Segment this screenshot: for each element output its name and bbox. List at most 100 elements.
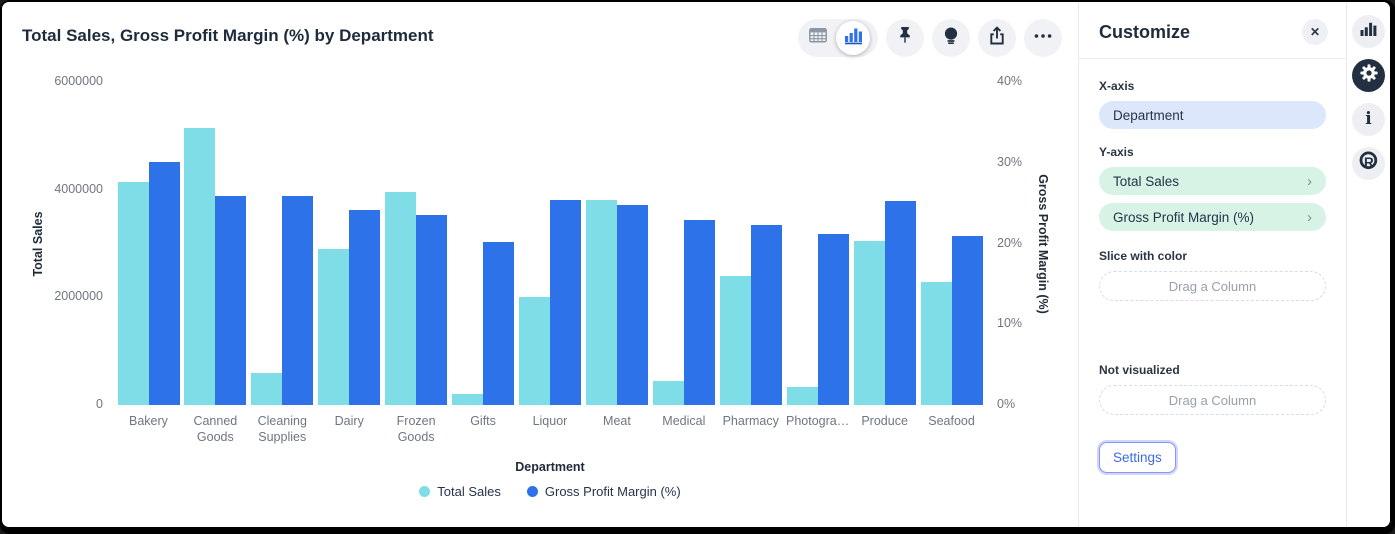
- x-axis-category-label: Liquor: [532, 414, 568, 428]
- dual-axis-bar-chart: 0 2000000 4000000 6000000 0% 10% 20% 30% 40% Tota…: [2, 2, 1078, 527]
- x-axis-column-pill[interactable]: Department: [1099, 101, 1326, 129]
- right-axis-title: Gross Profit Margin (%): [1036, 173, 1050, 314]
- table-view-button[interactable]: [800, 19, 836, 57]
- x-axis-label: X-axis: [1099, 79, 1135, 93]
- bar-gross-profit-margin[interactable]: [349, 210, 381, 405]
- bar-total-sales[interactable]: [786, 387, 818, 405]
- y-axis-column-pill-total-sales[interactable]: Total Sales ›: [1099, 167, 1326, 195]
- more-options-button[interactable]: [1024, 19, 1062, 57]
- right-axis-tick: 20%: [997, 235, 1023, 250]
- app-window: Total Sales, Gross Profit Margin (%) by …: [2, 2, 1390, 527]
- chart-toolbar: [798, 19, 1062, 57]
- info-icon: i: [1365, 109, 1372, 129]
- r-code-tab-button[interactable]: R: [1352, 147, 1385, 180]
- bar-total-sales[interactable]: [452, 394, 484, 405]
- bar-total-sales[interactable]: [652, 380, 684, 405]
- gear-icon: [1358, 62, 1380, 89]
- bar-total-sales[interactable]: [385, 192, 417, 405]
- left-axis-tick: 2000000: [54, 289, 103, 304]
- bar-total-sales[interactable]: [719, 275, 751, 405]
- bar-chart-icon: [844, 27, 863, 50]
- x-axis-category-label: Dairy: [334, 414, 364, 428]
- right-axis-tick: 30%: [997, 154, 1023, 169]
- chart-tab-button[interactable]: [1352, 15, 1385, 48]
- bar-total-sales[interactable]: [318, 248, 350, 405]
- customize-panel-body: X-axis Department Y-axis Total Sales › G…: [1079, 59, 1346, 527]
- customize-panel: Customize ✕ X-axis Department Y-axis Tot…: [1078, 2, 1346, 527]
- bar-gross-profit-margin[interactable]: [282, 195, 314, 405]
- left-axis-title: Total Sales: [31, 210, 45, 277]
- legend-dot-icon: [526, 486, 538, 497]
- panel-title: Customize: [1099, 21, 1191, 42]
- bar-gross-profit-margin[interactable]: [817, 233, 849, 405]
- y-axis-column-name: Total Sales: [1113, 173, 1180, 189]
- customize-panel-header: Customize ✕: [1079, 2, 1346, 59]
- x-axis-category-label: Cleaning Supplies: [257, 414, 307, 445]
- legend-item: Total Sales: [419, 484, 501, 499]
- x-axis-category-label: Meat: [603, 414, 631, 428]
- bar-gross-profit-margin[interactable]: [616, 204, 648, 405]
- insights-button[interactable]: [932, 19, 970, 57]
- view-toggle: [798, 19, 878, 57]
- bar-gross-profit-margin[interactable]: [416, 215, 448, 405]
- bar-total-sales[interactable]: [519, 297, 550, 405]
- left-axis-tick: 0: [96, 397, 103, 411]
- bar-gross-profit-margin[interactable]: [750, 224, 782, 405]
- left-axis-tick: 4000000: [54, 181, 103, 196]
- y-axis-label: Y-axis: [1099, 145, 1134, 159]
- x-axis-category-label: Produce: [861, 414, 908, 428]
- right-axis-tick: 0%: [997, 397, 1016, 411]
- legend-item: Gross Profit Margin (%): [526, 484, 681, 499]
- not-visualized-dropzone[interactable]: Drag a Column: [1099, 385, 1326, 415]
- bar-gross-profit-margin[interactable]: [683, 220, 715, 405]
- settings-button[interactable]: Settings: [1099, 442, 1176, 473]
- chevron-right-icon: ›: [1307, 172, 1312, 190]
- x-axis-column-name: Department: [1113, 107, 1184, 123]
- slice-with-color-dropzone[interactable]: Drag a Column: [1099, 271, 1326, 301]
- info-tab-button[interactable]: i: [1352, 103, 1385, 136]
- x-axis-category-label: Medical: [662, 414, 706, 428]
- share-icon: [985, 24, 1009, 53]
- bar-total-sales[interactable]: [184, 127, 216, 405]
- svg-text:R: R: [1364, 155, 1374, 170]
- left-axis-tick: 6000000: [54, 74, 103, 88]
- bar-gross-profit-margin[interactable]: [550, 199, 581, 405]
- chart-legend: Total Sales Gross Profit Margin (%): [115, 484, 985, 499]
- x-axis-category-label: Bakery: [128, 414, 168, 428]
- right-axis-tick: 40%: [997, 74, 1023, 88]
- bar-gross-profit-margin[interactable]: [483, 241, 515, 405]
- chart-cell: Total Sales, Gross Profit Margin (%) by …: [2, 2, 1078, 527]
- x-axis-category-label: Photogra…: [786, 414, 850, 428]
- legend-label: Gross Profit Margin (%): [544, 484, 681, 499]
- x-axis-category-label: Seafood: [928, 414, 975, 428]
- y-axis-column-name: Gross Profit Margin (%): [1113, 209, 1255, 225]
- bar-total-sales[interactable]: [251, 372, 283, 405]
- share-button[interactable]: [978, 19, 1016, 57]
- bar-chart-icon: [1360, 22, 1377, 42]
- page-title: Total Sales, Gross Profit Margin (%) by …: [22, 26, 434, 45]
- not-visualized-label: Not visualized: [1099, 363, 1180, 377]
- pin-button[interactable]: [886, 19, 924, 57]
- bar-gross-profit-margin[interactable]: [148, 161, 180, 405]
- dropzone-placeholder: Drag a Column: [1168, 278, 1257, 294]
- bar-total-sales[interactable]: [117, 181, 149, 405]
- chevron-right-icon: ›: [1307, 208, 1312, 226]
- legend-dot-icon: [419, 486, 431, 497]
- x-axis-title: Department: [515, 460, 585, 474]
- close-icon: ✕: [1309, 25, 1321, 39]
- ellipsis-icon: [1031, 24, 1055, 53]
- legend-label: Total Sales: [437, 484, 501, 499]
- dropzone-placeholder: Drag a Column: [1168, 392, 1257, 408]
- bar-gross-profit-margin[interactable]: [951, 236, 983, 405]
- chart-view-button[interactable]: [836, 21, 870, 55]
- bar-gross-profit-margin[interactable]: [884, 200, 916, 405]
- bar-total-sales[interactable]: [585, 200, 617, 405]
- bar-total-sales[interactable]: [853, 240, 885, 405]
- x-axis-category-label: Gifts: [470, 414, 496, 428]
- customize-tab-button[interactable]: [1352, 59, 1385, 92]
- bar-gross-profit-margin[interactable]: [215, 195, 247, 405]
- close-panel-button[interactable]: ✕: [1302, 19, 1328, 45]
- bar-total-sales[interactable]: [920, 282, 952, 405]
- y-axis-column-pill-gross-profit-margin[interactable]: Gross Profit Margin (%) ›: [1099, 203, 1326, 231]
